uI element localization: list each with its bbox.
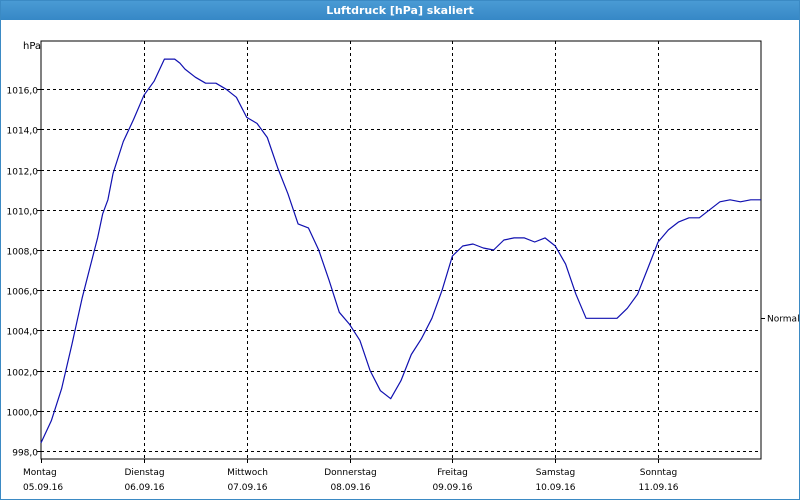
window-title: Luftdruck [hPa] skaliert <box>1 1 799 20</box>
y-tick-label: 1016,0 <box>7 87 39 97</box>
x-tick-day-label: Mittwoch <box>227 468 268 478</box>
x-tick-date-label: 06.09.16 <box>124 483 164 493</box>
y-tick-label: 1002,0 <box>7 369 39 379</box>
x-tick-date-label: 05.09.16 <box>23 483 63 493</box>
pressure-series-line <box>40 58 761 444</box>
x-tick-day-label: Freitag <box>437 468 468 478</box>
y-tick-label: 998,0 <box>12 449 38 459</box>
x-tick-day-label: Samstag <box>536 468 575 478</box>
x-tick-day-label: Montag <box>23 468 57 478</box>
x-tick-date-label: 09.09.16 <box>432 483 472 493</box>
x-tick-date-label: 08.09.16 <box>330 483 370 493</box>
grid-layer <box>41 41 761 459</box>
y-axis-label: hPa <box>23 41 41 52</box>
series-layer <box>40 58 761 444</box>
x-tick-day-label: Dienstag <box>124 468 164 478</box>
x-tick-day-label: Sonntag <box>640 468 677 478</box>
x-tick-date-label: 11.09.16 <box>638 483 678 493</box>
x-tick-date-label: 10.09.16 <box>535 483 575 493</box>
y-tick-label: 1014,0 <box>7 127 39 137</box>
y-tick-label: 1010,0 <box>7 208 39 218</box>
y-tick-label: 1004,0 <box>7 328 39 338</box>
y-tick-label: 1000,0 <box>7 409 39 419</box>
y-tick-label: 1006,0 <box>7 288 39 298</box>
reference-label: Normal <box>767 315 799 325</box>
y-tick-label: 1008,0 <box>7 248 39 258</box>
axis-layer: 998,0 1000,0 1002,0 1004,0 1006,0 1008,0 1010,… <box>7 40 799 493</box>
x-tick-date-label: 07.09.16 <box>227 483 267 493</box>
y-tick-label: 1012,0 <box>7 168 39 178</box>
x-tick-day-label: Donnerstag <box>324 468 377 478</box>
